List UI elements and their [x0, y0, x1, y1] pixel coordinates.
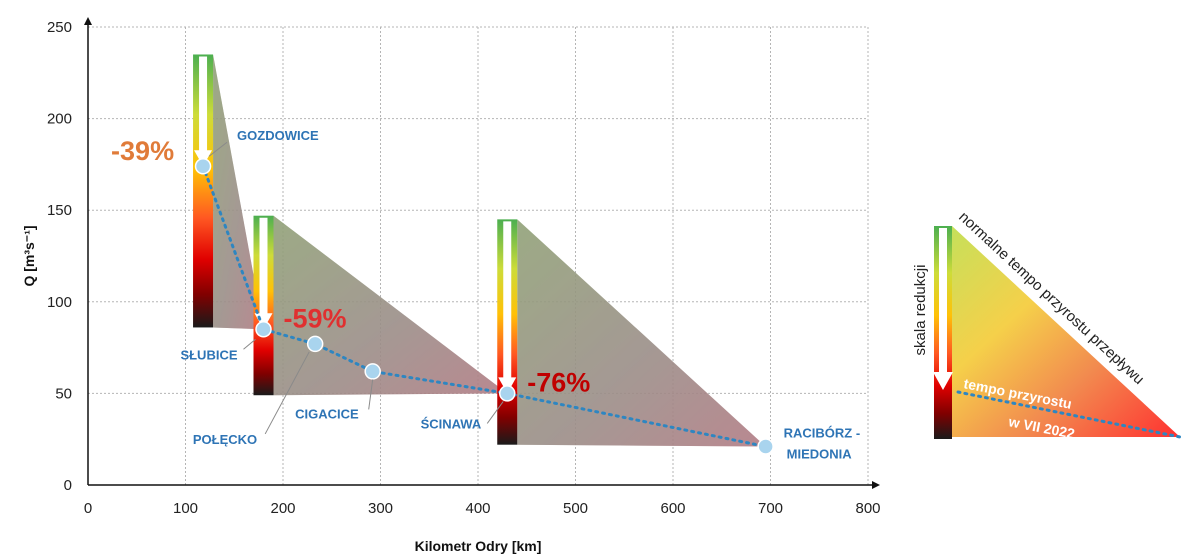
legend-triangle — [952, 226, 1180, 437]
y-tick-label: 150 — [47, 202, 72, 219]
y-axis-arrow — [84, 17, 92, 25]
x-tick-label: 0 — [84, 500, 92, 517]
y-axis-title: Q [m³s⁻¹] — [21, 225, 37, 286]
reduction-arrow — [194, 56, 213, 167]
data-point — [499, 385, 516, 402]
legend: skala redukcji normalne tempo przyrostu … — [912, 208, 1182, 442]
station-label: SŁUBICE — [180, 347, 237, 362]
x-tick-label: 500 — [563, 500, 588, 517]
station-labels: GOZDOWICE SŁUBICE POŁĘCKO CIGACICE ŚCINAWA RA… — [180, 128, 860, 461]
data-point — [757, 438, 774, 455]
reduction-arrow — [254, 217, 273, 330]
x-tick-label: 200 — [270, 500, 295, 517]
y-tick-label: 250 — [47, 19, 72, 36]
data-point — [306, 335, 324, 353]
y-tick-label: 50 — [55, 385, 72, 402]
station-label: GOZDOWICE — [237, 128, 319, 143]
station-leader-line — [208, 141, 228, 157]
y-tick-label: 200 — [47, 111, 72, 128]
legend-scale-arrow — [933, 228, 953, 390]
station-label: POŁĘCKO — [193, 432, 257, 447]
station-leader-line — [486, 401, 504, 424]
x-tick-label: 300 — [368, 500, 393, 517]
x-tick-label: 600 — [660, 500, 685, 517]
reduction-percent-label: -59% — [284, 303, 347, 333]
station-label: CIGACICE — [295, 406, 359, 421]
legend-scale-label: skala redukcji — [912, 265, 929, 356]
reduction-triangle — [213, 54, 264, 330]
station-leader-line — [264, 351, 310, 435]
x-tick-label: 700 — [758, 500, 783, 517]
reduction-triangle — [517, 219, 766, 447]
series-path — [201, 164, 768, 449]
x-tick-label: 100 — [173, 500, 198, 517]
reduction-percent-label: -76% — [527, 367, 590, 397]
data-point — [364, 363, 381, 380]
x-tick-label: 400 — [465, 500, 490, 517]
station-leader-line — [368, 379, 374, 410]
legend-rate-line — [956, 390, 1182, 439]
station-label: MIEDONIA — [787, 447, 853, 462]
station-label: RACIBÓRZ - — [784, 426, 861, 441]
series-line — [194, 157, 774, 455]
reduction-percent-label: -39% — [111, 136, 174, 166]
x-tick-label: 800 — [855, 500, 880, 517]
x-axis-arrow — [872, 481, 880, 489]
reduction-triangle-shade — [517, 219, 766, 447]
reduction-bar — [193, 54, 214, 328]
data-point — [194, 157, 212, 175]
data-point — [255, 321, 272, 338]
y-tick-label: 100 — [47, 294, 72, 311]
reduction-triangle-shade — [213, 54, 264, 330]
station-label: ŚCINAWA — [421, 416, 482, 431]
axes: 0 100 200 300 400 500 600 700 800 0 50 100 150 200 250 — [47, 17, 881, 517]
station-leader-line — [243, 338, 256, 350]
x-axis-title: Kilometr Odry [km] — [415, 538, 542, 554]
y-tick-label: 0 — [64, 477, 72, 494]
reduction-arrow — [498, 221, 517, 394]
reduction-markers: -39% -59% -76% — [111, 54, 766, 447]
